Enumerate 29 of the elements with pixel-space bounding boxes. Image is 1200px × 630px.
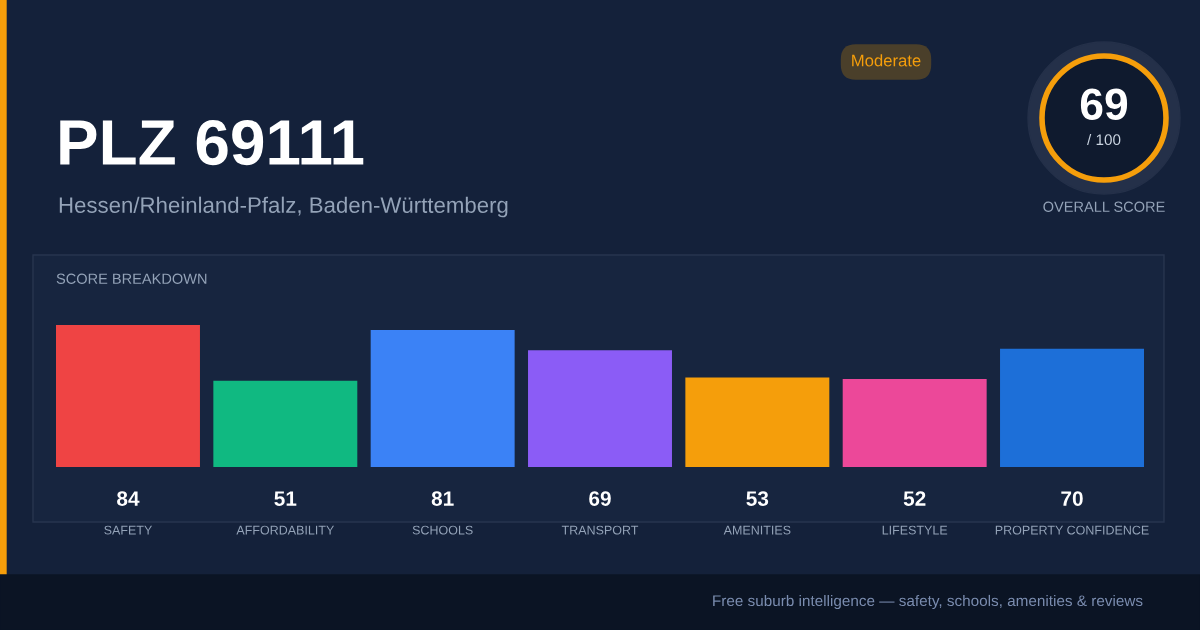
data-label: 51 xyxy=(274,491,297,506)
bar xyxy=(1000,348,1144,467)
bar xyxy=(370,330,515,467)
text: / 100 xyxy=(1087,133,1121,146)
bar xyxy=(842,379,987,467)
data-label: 52 xyxy=(903,491,926,506)
bar xyxy=(528,350,672,467)
bar xyxy=(213,380,358,467)
text: 69 xyxy=(1080,88,1128,120)
data-label: 84 xyxy=(117,491,140,506)
text: PLZ 69111 xyxy=(60,119,364,166)
text: Free suburb intelligence — safety, schools, amenities & reviews xyxy=(713,594,1143,610)
text: Hessen/Rheinland-Pfalz, Baden-Württemberg xyxy=(59,196,508,218)
x-tick-label: SAFETY xyxy=(104,525,153,535)
x-tick-label: LIFESTYLE xyxy=(882,525,948,535)
text: OVERALL SCORE xyxy=(1043,201,1165,212)
x-tick-label: SCHOOLS xyxy=(412,525,473,535)
x-tick-label: PROPERTY CONFIDENCE xyxy=(995,525,1149,535)
data-label: 70 xyxy=(1061,491,1083,506)
chart-title: SCORE BREAKDOWN xyxy=(56,273,207,284)
bar xyxy=(56,325,200,467)
x-tick-label: AFFORDABILITY xyxy=(236,525,335,535)
bar xyxy=(685,377,830,467)
data-label: 53 xyxy=(746,491,769,506)
text: Moderate xyxy=(852,54,921,67)
x-tick-label: AMENITIES xyxy=(723,525,791,535)
x-tick-label: TRANSPORT xyxy=(561,525,639,535)
data-label: 81 xyxy=(431,491,454,506)
data-label: 69 xyxy=(589,491,611,506)
